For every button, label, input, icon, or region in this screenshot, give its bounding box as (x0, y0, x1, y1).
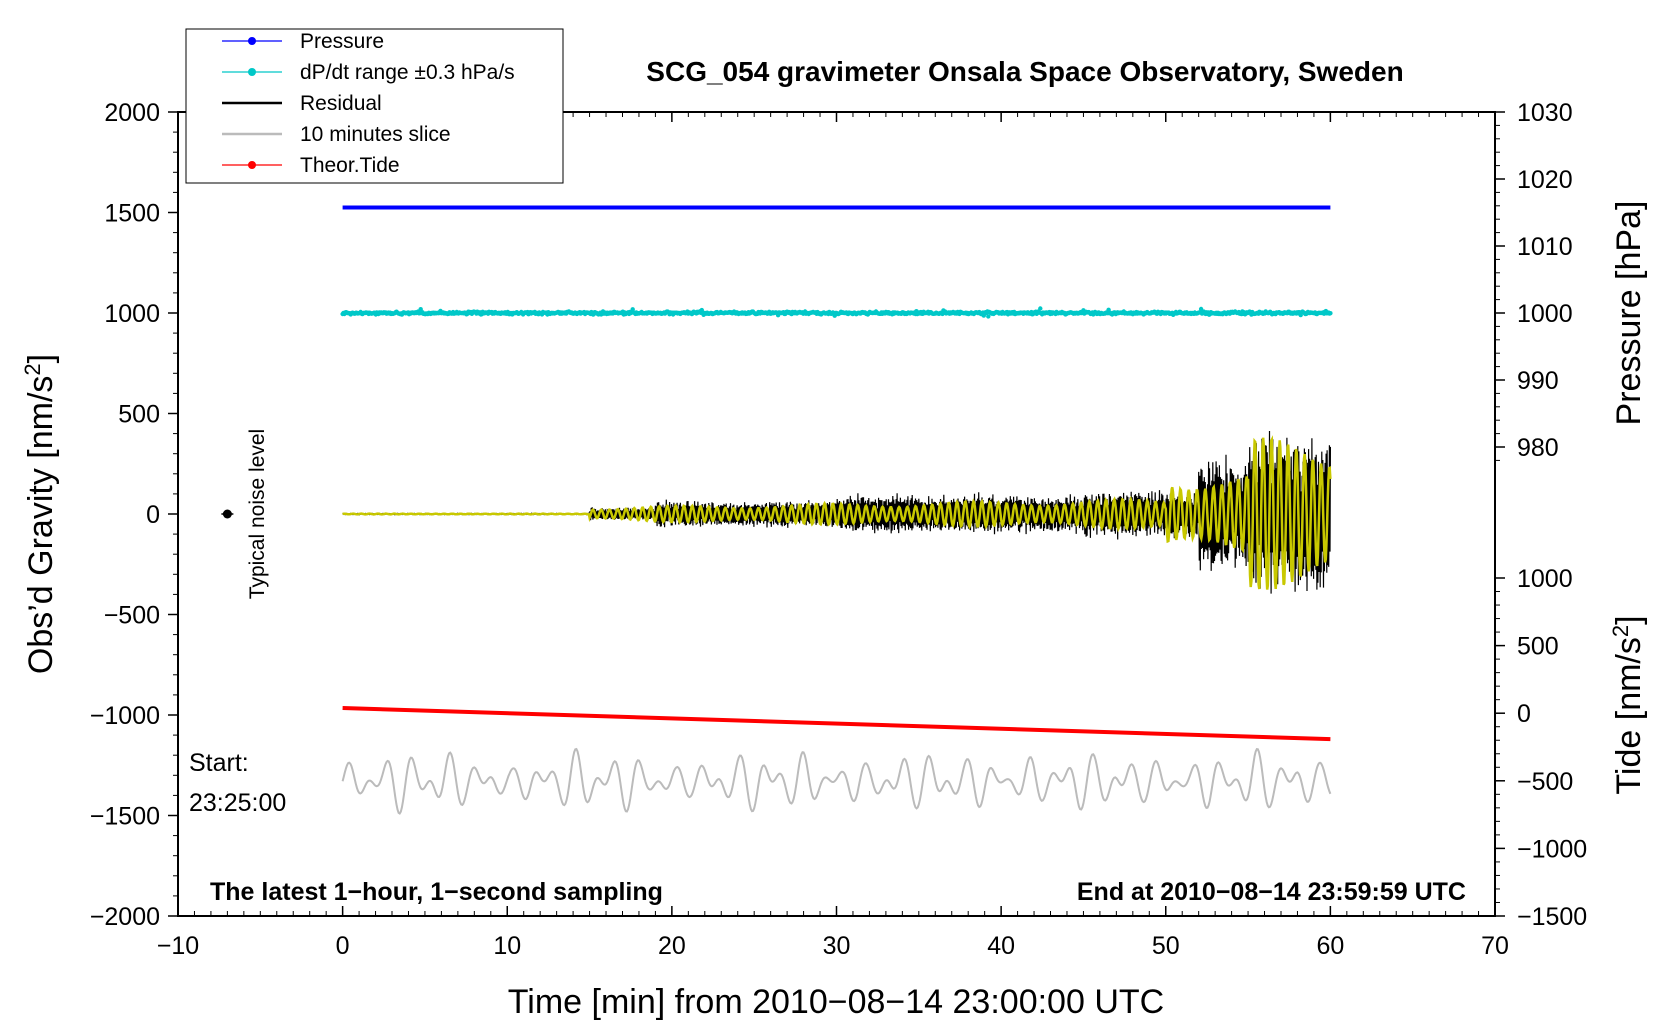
y-axis-title-tide-main: Tide [nm/s (1610, 637, 1648, 794)
x-tick-label: 50 (1152, 932, 1180, 960)
y-axis-title-left-end: ] (22, 354, 60, 363)
legend-label-10-minutes-slice: 10 minutes slice (300, 123, 451, 146)
legend-label-theor-tide: Theor.Tide (300, 154, 400, 177)
x-tick-label: −10 (157, 932, 199, 960)
pressure-tick-label: 1020 (1517, 166, 1573, 194)
y-tick-label: 2000 (104, 99, 160, 127)
legend-marker-dp-dt-range-0-3-hpa-s (248, 68, 256, 76)
y-axis-title-tide: Tide [nm/s2] (1608, 615, 1648, 794)
legend-label-dp-dt-range-0-3-hpa-s: dP/dt range ±0.3 hPa/s (300, 61, 515, 84)
legend-box (185, 28, 564, 184)
tide-tick-label: −1500 (1517, 903, 1587, 931)
x-tick-label: 70 (1481, 932, 1509, 960)
x-tick-label: 10 (493, 932, 521, 960)
pressure-tick-label: 980 (1517, 434, 1559, 462)
start-label: Start: (189, 749, 249, 777)
legend-label-residual: Residual (300, 92, 382, 115)
legend-marker-theor-tide (248, 161, 256, 169)
tide-line (342, 706, 1331, 742)
y-tick-label: −1500 (90, 803, 160, 831)
y-tick-label: −500 (104, 602, 160, 630)
tide-tick-label: 0 (1517, 700, 1531, 728)
pressure-tick-label: 1010 (1517, 233, 1573, 261)
x-axis-title: Time [min] from 2010−08−14 23:00:00 UTC (508, 983, 1164, 1020)
dpdt-point (986, 314, 991, 319)
tide-tick-label: −1000 (1517, 835, 1587, 863)
end-time-note: End at 2010−08−14 23:59:59 UTC (1077, 878, 1466, 906)
x-tick-label: 40 (987, 932, 1015, 960)
y-axis-title-tide-sup: 2 (1608, 625, 1633, 637)
y-axis-title-left: Obs’d Gravity [nm/s2] (20, 354, 60, 674)
pressure-tick-label: 1000 (1517, 300, 1573, 328)
y-tick-label: −1000 (90, 702, 160, 730)
y-tick-label: 1500 (104, 200, 160, 228)
tide-tick-label: 1000 (1517, 565, 1573, 593)
y-tick-label: 500 (118, 401, 160, 429)
x-tick-label: 20 (658, 932, 686, 960)
noise-marker (222, 509, 232, 519)
x-tick-label: 30 (823, 932, 851, 960)
legend-marker-pressure (248, 37, 256, 45)
sampling-note: The latest 1−hour, 1−second sampling (210, 878, 663, 906)
y-axis-title-pressure: Pressure [hPa] (1610, 201, 1648, 426)
dpdt-point (1328, 311, 1333, 316)
y-tick-label: 1000 (104, 300, 160, 328)
y-axis-title-tide-end: ] (1610, 615, 1648, 624)
y-axis-title-left-sup: 2 (20, 363, 45, 375)
start-time: 23:25:00 (189, 789, 286, 817)
noise-level-label: Typical noise level (246, 429, 269, 599)
legend: Pressure dP/dt range ±0.3 hPa/s Residual 10… (185, 28, 564, 184)
tide-tick-label: 500 (1517, 633, 1559, 661)
y-axis-title-left-main: Obs’d Gravity [nm/s (22, 376, 60, 675)
tide-tick-label: −500 (1517, 768, 1573, 796)
chart-title: SCG_054 gravimeter Onsala Space Observat… (646, 56, 1403, 87)
x-tick-label: 60 (1316, 932, 1344, 960)
y-tick-label: −2000 (90, 903, 160, 931)
slice-line (341, 747, 1332, 815)
dpdt-point (1038, 306, 1043, 311)
x-tick-label: 0 (336, 932, 350, 960)
filtered-residual-line (342, 435, 1332, 590)
y-tick-label: 0 (146, 501, 160, 529)
pressure-tick-label: 990 (1517, 367, 1559, 395)
pressure-tick-label: 1030 (1517, 99, 1573, 127)
legend-label-pressure: Pressure (300, 30, 384, 53)
